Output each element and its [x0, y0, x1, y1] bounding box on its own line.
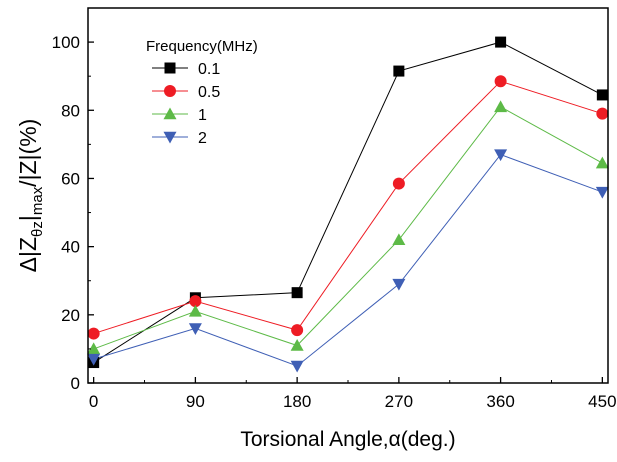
marks-layer — [87, 36, 609, 373]
data-point — [494, 100, 508, 113]
y-tick-label: 40 — [61, 238, 80, 257]
data-point — [188, 304, 202, 317]
y-tick-label: 80 — [61, 101, 80, 120]
y-axis-label: Δ|Zθz|max/|Z|(%) — [15, 119, 46, 273]
data-point — [87, 353, 101, 366]
legend: Frequency(MHz) 0.1 0.5 1 2 — [146, 38, 258, 147]
data-point — [188, 323, 202, 335]
x-tick-label: 180 — [283, 392, 311, 411]
x-tick-label: 360 — [486, 392, 514, 411]
legend-label: 0.5 — [198, 84, 220, 101]
data-point — [290, 360, 304, 373]
x-tick-label: 450 — [588, 392, 616, 411]
legend-marker — [164, 62, 176, 74]
data-point — [392, 233, 406, 246]
data-point — [494, 75, 507, 88]
data-point — [392, 177, 405, 190]
data-point — [393, 65, 405, 77]
data-point — [87, 342, 101, 355]
y-label-sub: θz — [29, 221, 46, 237]
data-point — [596, 107, 609, 120]
y-tick-label: 60 — [61, 169, 80, 188]
y-label-sub2: max — [29, 186, 46, 215]
data-point — [87, 327, 100, 340]
series-line-2 — [93, 153, 603, 367]
y-tick-label: 0 — [71, 374, 80, 393]
legend-title: Frequency(MHz) — [146, 38, 258, 55]
series-line-1 — [93, 106, 603, 350]
legend-marker — [163, 131, 177, 144]
y-tick-label: 100 — [52, 33, 80, 52]
y-tick-label: 20 — [61, 306, 80, 325]
x-tick-label: 0 — [89, 392, 98, 411]
data-point — [291, 287, 303, 299]
y-label-suffix: /|Z|(%) — [15, 119, 41, 187]
y-label-mid: | — [15, 215, 41, 221]
data-point — [495, 36, 507, 48]
data-point — [595, 186, 609, 199]
data-point — [291, 324, 304, 337]
y-label-prefix: Δ|Z — [15, 237, 41, 272]
data-point — [596, 89, 608, 101]
series-line-0.5 — [93, 80, 603, 335]
data-point — [189, 295, 202, 308]
series-line-0.1 — [93, 41, 603, 363]
legend-marker — [164, 85, 176, 97]
legend-label: 1 — [198, 107, 207, 124]
legend-label: 2 — [198, 130, 207, 147]
data-point — [494, 149, 508, 162]
ticks-layer: 0 90 180 270 360 450 0 20 40 60 80 100 — [52, 7, 617, 411]
x-tick-label: 90 — [186, 392, 205, 411]
x-tick-label: 270 — [385, 392, 413, 411]
data-point — [392, 278, 406, 291]
legend-marker — [163, 107, 177, 120]
data-point — [595, 156, 609, 169]
legend-label: 0.1 — [198, 61, 220, 78]
x-axis-label: Torsional Angle,α(deg.) — [240, 428, 455, 451]
data-point — [290, 339, 304, 351]
